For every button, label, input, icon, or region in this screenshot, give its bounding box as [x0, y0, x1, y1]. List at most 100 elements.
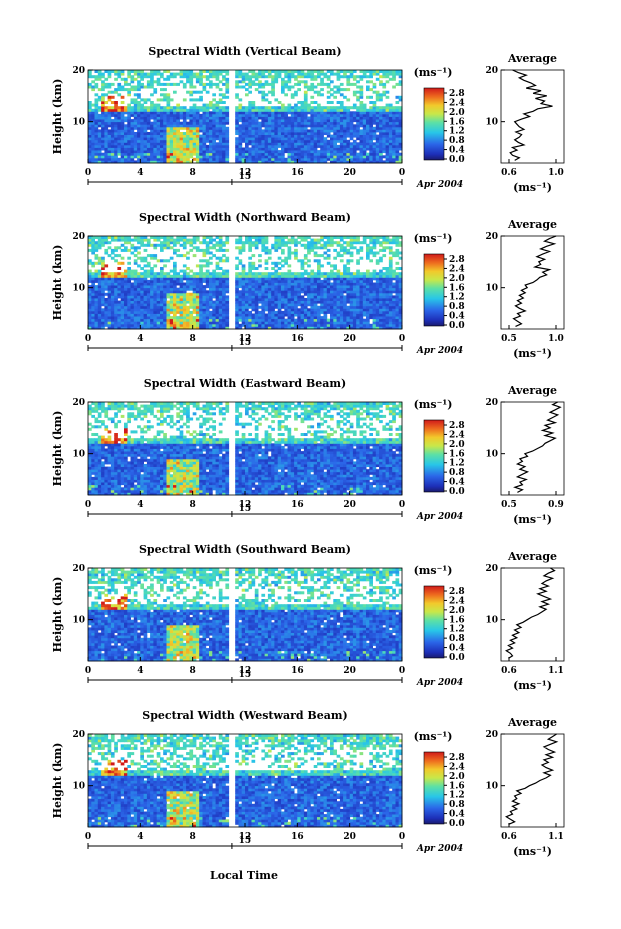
heatmap-cell [313, 121, 318, 125]
heatmap-cell [287, 157, 292, 161]
heatmap-cell [101, 108, 105, 112]
heatmap-cell [375, 113, 380, 117]
heatmap-cell [271, 290, 275, 294]
heatmap-cell [359, 103, 364, 107]
heatmap-cell [146, 144, 151, 148]
heatmap-cell [146, 243, 151, 247]
heatmap-cell [251, 124, 256, 128]
heatmap-cell [182, 70, 187, 73]
heatmap-cell [110, 323, 115, 327]
heatmap-cell [235, 142, 239, 146]
heatmap-cell [238, 129, 243, 133]
heatmap-cell [91, 316, 95, 320]
heatmap-cell [352, 274, 357, 278]
heatmap-cell [346, 292, 351, 296]
heatmap-cell [287, 287, 292, 291]
heatmap-cell [379, 70, 383, 73]
heatmap-cell [218, 147, 223, 151]
heatmap-cell [356, 303, 360, 307]
heatmap-cell [182, 98, 187, 102]
heatmap-cell [382, 134, 387, 138]
heatmap-cell [343, 251, 347, 255]
heatmap-cell [215, 326, 220, 330]
heatmap-cell [222, 142, 226, 146]
heatmap-cell [235, 326, 239, 330]
heatmap-cell [182, 72, 187, 76]
heatmap-cell [222, 300, 226, 304]
heatmap-cell [320, 295, 324, 299]
heatmap-cell [339, 303, 344, 307]
heatmap-cell [176, 126, 180, 130]
heatmap-cell [271, 119, 275, 123]
heatmap-cell [153, 137, 158, 141]
heatmap-cell [202, 160, 207, 164]
heatmap-cell [133, 272, 138, 276]
heatmap-cell [352, 287, 357, 291]
heatmap-cell [379, 157, 383, 161]
heatmap-cell [218, 238, 223, 242]
heatmap-cell [300, 137, 305, 141]
heatmap-cell [241, 323, 246, 327]
heatmap-cell [352, 152, 357, 156]
heatmap-cell [281, 259, 285, 263]
heatmap-cell [150, 303, 154, 307]
heatmap-cell [150, 82, 154, 86]
heatmap-cell [107, 274, 112, 278]
heatmap-cell [369, 113, 373, 117]
heatmap-cell [369, 88, 373, 92]
heatmap-cell [317, 113, 321, 117]
heatmap-cell [343, 119, 347, 123]
heatmap-cell [277, 106, 282, 110]
heatmap-cell [290, 236, 295, 239]
heatmap-cell [146, 290, 151, 294]
heatmap-cell [359, 85, 364, 89]
heatmap-cell [186, 292, 190, 296]
heatmap-cell [372, 126, 377, 130]
heatmap-cell [261, 108, 266, 112]
heatmap-cell [281, 298, 285, 301]
heatmap-cell [179, 139, 184, 143]
heatmap-cell [241, 287, 246, 291]
heatmap-cell [179, 279, 184, 283]
heatmap-cell [166, 101, 171, 104]
heatmap-cell [238, 292, 243, 296]
heatmap-cell [110, 318, 115, 322]
heatmap-cell [352, 236, 357, 239]
heatmap-cell [323, 129, 328, 133]
heatmap-cell [303, 318, 308, 322]
heatmap-cell [166, 285, 171, 289]
heatmap-cell [97, 243, 102, 247]
heatmap-cell [107, 298, 112, 301]
heatmap-cell [150, 267, 154, 270]
heatmap-cell [245, 274, 249, 278]
heatmap-cell [124, 152, 128, 156]
heatmap-cell [287, 295, 292, 299]
heatmap-cell [294, 274, 298, 278]
heatmap-cell [140, 316, 144, 320]
heatmap-cell [189, 77, 194, 81]
heatmap-cell [235, 238, 239, 242]
heatmap-cell [186, 124, 190, 128]
heatmap-cell [104, 321, 109, 325]
heatmap-cell [284, 116, 288, 120]
heatmap-cell [300, 264, 305, 268]
heatmap-cell [388, 137, 393, 141]
heatmap-cell [281, 152, 285, 156]
heatmap-cell [153, 287, 158, 291]
heatmap-cell [303, 323, 308, 327]
heatmap-cell [107, 108, 112, 112]
heatmap-cell [222, 111, 226, 115]
heatmap-cell [346, 323, 351, 327]
heatmap-cell [313, 318, 318, 322]
heatmap-cell [346, 287, 351, 291]
heatmap-cell [290, 310, 295, 314]
heatmap-cell [303, 139, 308, 143]
heatmap-cell [235, 308, 239, 312]
heatmap-cell [140, 292, 144, 296]
heatmap-cell [251, 264, 256, 268]
heatmap-cell [176, 155, 180, 159]
heatmap-cell [107, 279, 112, 283]
heatmap-cell [359, 90, 364, 94]
heatmap-cell [212, 254, 216, 258]
heatmap-cell [362, 75, 367, 79]
